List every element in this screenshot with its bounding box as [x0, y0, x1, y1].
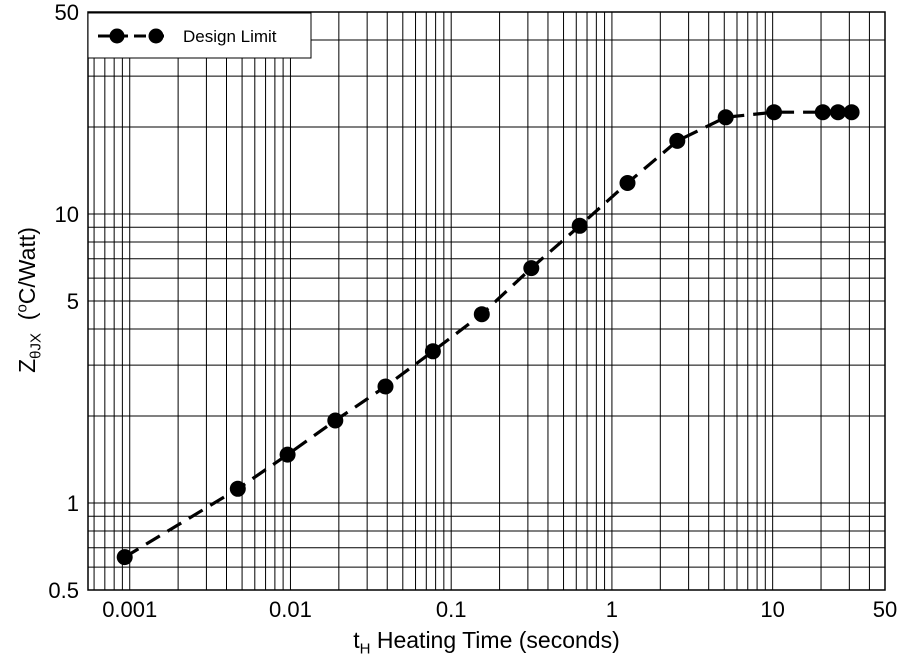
series-layer: [116, 104, 860, 566]
data-point: [279, 446, 296, 463]
data-point: [327, 412, 344, 429]
legend-marker: [148, 28, 164, 44]
y-tick-label: 5: [67, 289, 79, 314]
x-tick-label: 50: [873, 597, 897, 622]
data-point: [717, 109, 734, 126]
legend: Design Limit: [87, 12, 312, 59]
data-point: [830, 104, 846, 121]
x-tick-label: 0.1: [436, 597, 467, 622]
x-tick-label: 1: [606, 597, 618, 622]
data-point: [843, 104, 860, 121]
y-axis-ticks: 0.5 1 5 10 50: [48, 0, 79, 603]
data-point: [229, 480, 246, 497]
y-tick-label: 10: [55, 202, 79, 227]
data-point: [377, 378, 394, 395]
y-tick-label: 1: [67, 491, 79, 516]
data-point: [766, 104, 782, 121]
data-point: [116, 549, 133, 566]
grid-lines: [88, 12, 885, 590]
x-tick-label: 0.001: [102, 597, 157, 622]
x-tick-label: 0.01: [269, 597, 312, 622]
data-point: [669, 132, 686, 149]
legend-label: Design Limit: [183, 27, 277, 46]
data-point: [473, 306, 490, 323]
legend-marker: [109, 28, 125, 44]
data-point: [571, 217, 588, 234]
data-point: [424, 343, 441, 360]
x-axis-ticks: 0.001 0.01 0.1 1 10 50: [102, 597, 897, 622]
y-tick-label: 50: [55, 0, 79, 25]
data-point: [619, 175, 636, 191]
data-point: [814, 104, 831, 121]
x-tick-label: 10: [760, 597, 784, 622]
x-axis-label: tH Heating Time (seconds): [353, 627, 620, 658]
series-line: [123, 110, 852, 559]
y-tick-label: 0.5: [48, 578, 79, 603]
y-axis-label: ZθJX (oC/Watt): [13, 227, 45, 373]
data-point: [523, 260, 540, 277]
plot-frame: [87, 11, 886, 591]
